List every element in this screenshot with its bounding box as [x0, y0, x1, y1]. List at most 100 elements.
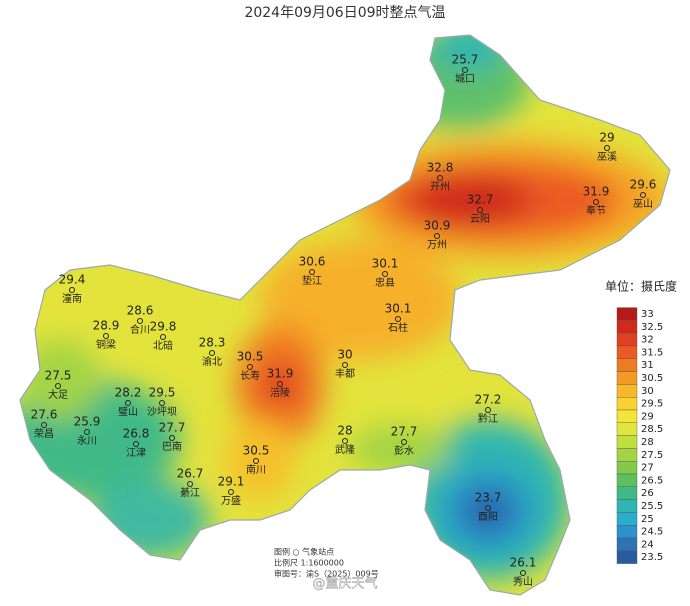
scale-note: 比例尺 1:1600000: [274, 558, 344, 568]
legend-swatch: [616, 320, 638, 334]
legend-unit: 单位：摄氏度: [605, 279, 677, 294]
station-dot: [41, 422, 47, 428]
legend-swatch: [616, 486, 638, 500]
station-value: 27.7: [391, 425, 418, 439]
legend-label: 28.5: [641, 424, 663, 435]
station-value: 30: [337, 348, 352, 362]
station-dot: [593, 199, 599, 205]
station-dot: [159, 400, 165, 406]
station-value: 31.9: [583, 185, 610, 199]
station-value: 29.6: [630, 178, 657, 192]
station-name: 武隆: [335, 443, 355, 456]
legend-label: 32: [641, 335, 654, 346]
legend-label: 27: [641, 463, 654, 474]
station-value: 29.5: [149, 386, 176, 400]
station-value: 26.8: [123, 427, 150, 441]
station-name: 长寿: [240, 369, 260, 382]
legend-label: 30: [641, 386, 654, 397]
station-dot: [253, 458, 259, 464]
station-name: 璧山: [118, 405, 138, 418]
station-dot: [485, 407, 491, 413]
station-value: 28.6: [127, 304, 154, 318]
station-value: 23.7: [475, 491, 502, 505]
station-name: 綦江: [180, 486, 200, 499]
legend-swatch: [616, 384, 638, 398]
station-value: 30.1: [385, 302, 412, 316]
station-dot: [604, 145, 610, 151]
station-dot: [640, 192, 646, 198]
legend-label: 28: [641, 437, 654, 448]
station-value: 29.8: [150, 320, 177, 334]
station-name: 江津: [126, 447, 146, 459]
legend-label: 33: [641, 309, 654, 320]
station-dot: [133, 441, 139, 447]
station-value: 29.4: [59, 273, 86, 287]
legend-label: 26: [641, 488, 654, 499]
legend-swatch: [616, 345, 638, 360]
legend-label: 24.5: [641, 527, 663, 538]
station-name: 北碚: [153, 339, 173, 352]
station-name: 万州: [427, 239, 447, 251]
legend-label: 25: [641, 514, 654, 525]
station-dot: [437, 175, 443, 181]
legend-label: 24: [641, 539, 654, 550]
station-name: 合川: [130, 323, 150, 336]
legend-label: 23.5: [641, 552, 663, 563]
legend-swatch: [616, 525, 638, 539]
map-number: 审图号：渝S（2025）009号: [274, 569, 379, 579]
station-value: 28.3: [199, 336, 226, 350]
station-name: 垫江: [302, 274, 322, 287]
station-name: 铜梁: [96, 338, 116, 351]
legend-label: 25.5: [641, 501, 663, 512]
station-dot: [228, 489, 234, 495]
legend-swatch: [616, 358, 638, 372]
station-value: 26.7: [177, 467, 204, 481]
legend-label: 30.5: [641, 373, 663, 384]
station-dot: [187, 481, 193, 487]
legend-swatch: [616, 422, 638, 436]
station-value: 30.5: [243, 444, 270, 458]
station-name: 荣昌: [34, 428, 54, 440]
station-dot: [485, 505, 491, 511]
legend-swatch: [616, 448, 638, 462]
station-dot: [382, 271, 388, 277]
legend-swatch: [616, 371, 638, 385]
station-dot: [342, 362, 348, 368]
station-dot: [160, 334, 166, 340]
station-name: 石柱: [388, 321, 408, 334]
station-value: 27.5: [45, 369, 72, 383]
station-name: 酉阳: [478, 511, 498, 523]
station-dot: [103, 333, 109, 339]
station-value: 27.7: [159, 421, 186, 435]
legend-note: 图例 ○ 气象站点: [274, 547, 334, 557]
legend-swatch: [616, 550, 638, 564]
station-value: 31.9: [267, 367, 294, 381]
station-name: 秀山: [513, 576, 533, 588]
legend-label: 29.5: [641, 399, 663, 410]
station-dot: [137, 318, 143, 324]
station-value: 29.1: [218, 475, 245, 489]
station-name: 大足: [48, 388, 68, 401]
watermark: @重庆天气: [312, 576, 377, 592]
station-name: 潼南: [62, 292, 82, 305]
station-name: 奉节: [586, 204, 606, 217]
station-value: 26.1: [510, 556, 537, 570]
legend-swatch: [616, 333, 638, 347]
station-name: 城口: [455, 73, 475, 85]
station-value: 29: [599, 131, 614, 145]
legend-label: 31.5: [641, 347, 663, 358]
station-dot: [209, 350, 215, 356]
legend-label: 27.5: [641, 450, 663, 461]
station-value: 30.9: [424, 219, 451, 233]
station-value: 28.9: [93, 319, 120, 333]
station-dot: [84, 429, 90, 435]
station-dot: [395, 316, 401, 322]
station-dot: [169, 435, 175, 441]
station-name: 忠县: [375, 277, 395, 289]
station-value: 30.6: [299, 255, 326, 269]
station-dot: [342, 438, 348, 444]
legend-swatch: [616, 397, 638, 411]
station-name: 沙坪坝: [147, 405, 177, 418]
